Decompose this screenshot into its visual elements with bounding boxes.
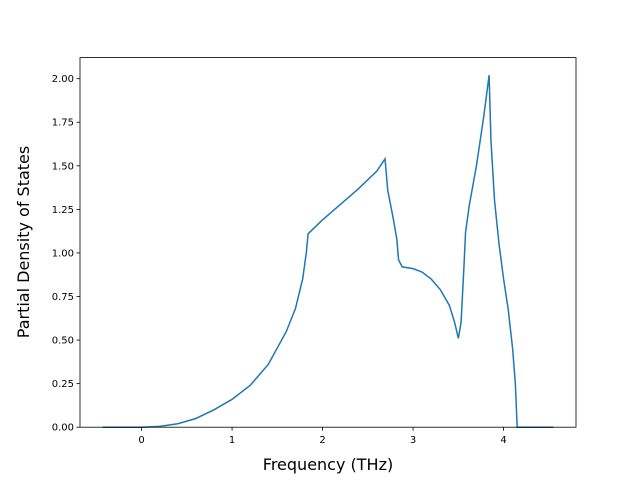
y-axis-label: Partial Density of States [14,146,33,338]
y-tick-label: 2.00 [52,74,74,85]
x-tick-label: 0 [138,435,144,446]
x-tick-label: 3 [410,435,416,446]
y-tick-label: 1.50 [52,161,74,172]
y-tick-label: 0.25 [52,379,74,390]
y-tick-label: 0.75 [52,292,74,303]
y-tick-label: 1.75 [52,118,74,129]
y-tick-label: 0.00 [52,423,74,434]
y-tick-label: 1.25 [52,205,74,216]
axes-frame [79,57,577,428]
x-tick-label: 2 [319,435,325,446]
x-tick-label: 4 [500,435,506,446]
y-tick-label: 1.00 [52,248,74,259]
line [102,75,554,428]
y-tick-label: 0.50 [52,336,74,347]
x-axis-label: Frequency (THz) [263,455,393,474]
x-tick-label: 1 [229,435,235,446]
